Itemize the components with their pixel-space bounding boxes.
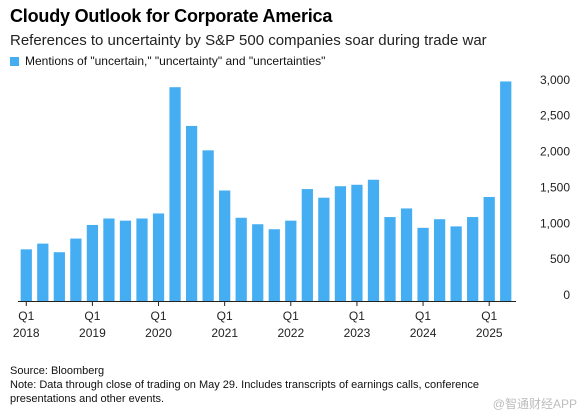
legend: Mentions of "uncertain," "uncertainty" a… (10, 54, 325, 68)
bar-q4-2020 (202, 150, 214, 301)
x-tick-year-label: 2020 (145, 326, 172, 340)
bar-q1-2025 (483, 196, 495, 301)
x-tick-quarter-label: Q1 (349, 309, 365, 323)
y-tick-label: 2,000 (540, 145, 570, 159)
bar-q2-2020 (169, 87, 181, 301)
bar-q2-2019 (103, 218, 115, 301)
bar-q1-2023 (351, 184, 363, 301)
bar-q1-2021 (219, 190, 231, 301)
chart-title: Cloudy Outlook for Corporate America (10, 6, 333, 26)
x-tick-quarter-label: Q1 (217, 309, 233, 323)
bar-q2-2023 (367, 179, 380, 301)
x-tick-year-label: 2018 (13, 326, 40, 340)
x-tick-quarter-label: Q1 (18, 309, 34, 323)
bar-q3-2024 (450, 226, 462, 301)
bar-q3-2023 (384, 217, 396, 301)
bar-q4-2018 (70, 238, 82, 301)
bar-q3-2021 (252, 224, 264, 301)
x-tick-quarter-label: Q1 (151, 309, 167, 323)
x-tick-year-label: 2024 (410, 326, 437, 340)
x-tick-quarter-label: Q1 (283, 309, 299, 323)
x-tick-year-label: 2025 (476, 326, 503, 340)
y-tick-label: 2,500 (540, 109, 570, 123)
x-tick-quarter-label: Q1 (481, 309, 497, 323)
bar-q2-2024 (433, 219, 446, 301)
bar-q3-2019 (119, 220, 132, 301)
bar-q2-2022 (301, 189, 313, 301)
data-note: Note: Data through close of trading on M… (10, 379, 479, 405)
watermark: @智通财经APP (492, 397, 577, 411)
y-tick-label: 1,500 (540, 180, 570, 194)
legend-label: Mentions of "uncertain," "uncertainty" a… (25, 54, 326, 68)
x-tick-quarter-label: Q1 (415, 309, 431, 323)
bar-q1-2024 (417, 227, 429, 301)
y-tick-label: 3,000 (540, 73, 570, 87)
source-note: Source: Bloomberg (10, 365, 105, 377)
y-tick-label: 1,000 (540, 216, 570, 230)
bar-q2-2025 (500, 81, 512, 302)
x-tick-year-label: 2021 (211, 326, 238, 340)
bar-q2-2018 (37, 243, 49, 301)
bar-q4-2023 (400, 208, 413, 301)
x-tick-quarter-label: Q1 (84, 309, 100, 323)
y-tick-label: 500 (550, 252, 570, 266)
bar-q4-2019 (136, 218, 148, 301)
x-tick-year-label: 2022 (277, 326, 304, 340)
x-tick-year-label: 2019 (79, 326, 106, 340)
bar-q1-2018 (20, 249, 32, 301)
bar-q3-2018 (53, 252, 65, 301)
bar-q1-2022 (285, 220, 297, 301)
bar-q4-2022 (334, 186, 347, 301)
y-tick-label: 0 (563, 288, 570, 302)
bar-q3-2022 (318, 197, 330, 301)
bar-q3-2020 (185, 125, 198, 301)
bar-q2-2021 (235, 217, 247, 301)
chart-subtitle: References to uncertainty by S&P 500 com… (10, 32, 487, 49)
chart-footer: Source: Bloomberg Note: Data through clo… (10, 364, 510, 406)
legend-swatch (10, 56, 19, 66)
bar-q4-2024 (467, 217, 479, 301)
bar-q1-2019 (86, 224, 99, 301)
x-tick-year-label: 2023 (344, 326, 371, 340)
bar-q4-2021 (268, 229, 280, 301)
bar-q1-2020 (152, 213, 165, 301)
